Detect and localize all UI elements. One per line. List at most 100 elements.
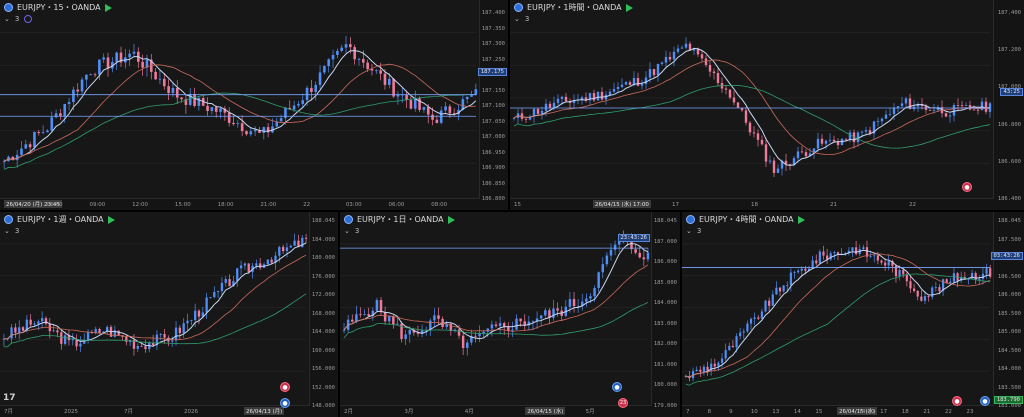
pane-header[interactable]: EURJPY・15・OANDA — [4, 2, 112, 13]
candle-body — [132, 340, 136, 349]
flag-icon[interactable] — [107, 215, 115, 224]
candle-body — [512, 117, 516, 119]
candle-body — [548, 103, 552, 108]
candle-body — [490, 324, 494, 329]
chart-pane-15min[interactable]: EURJPY・15・OANDA ⌄ 3 187.400 187.350 187.30… — [0, 0, 508, 210]
candle-body — [764, 300, 767, 312]
candle-body — [728, 345, 731, 351]
chart-pane-4h[interactable]: EURJPY・4時間・OANDA ⌄ 3 188.045187.500187.0… — [682, 212, 1024, 417]
pane-header[interactable]: EURJPY・4時間・OANDA — [686, 214, 805, 225]
candle-body — [988, 103, 992, 112]
chevron-down-icon[interactable]: ⌄ — [686, 227, 692, 235]
pane-header[interactable]: EURJPY・1時間・OANDA — [514, 2, 633, 13]
candle-body — [355, 314, 358, 322]
chevron-down-icon[interactable]: ⌄ — [514, 15, 520, 23]
time-axis[interactable]: 26/04/20 (月) 23:45 06:00 09:00 12:00 15:00 18… — [0, 198, 480, 210]
price-axis[interactable]: 187.400 187.200 187.000 186.800 186.600 186.4… — [993, 0, 1024, 210]
time-label: 3月 — [404, 409, 414, 415]
candle-body — [944, 113, 948, 117]
time-axis[interactable]: 7月 2025 7月 2026 26/04/13 (月) — [0, 405, 310, 417]
candle-body — [396, 323, 399, 325]
candle-body — [556, 308, 559, 311]
candle-body — [494, 324, 498, 327]
replay-button[interactable]: ● — [980, 396, 990, 406]
candle-body — [33, 131, 36, 148]
pane-header[interactable]: EURJPY・1日・OANDA — [344, 214, 455, 225]
candle-body — [927, 296, 930, 298]
chevron-down-icon[interactable]: ⌄ — [344, 227, 350, 235]
candle-body — [740, 107, 744, 111]
indicator-row[interactable]: ⌄ 3 — [514, 15, 529, 23]
candle-body — [976, 109, 980, 111]
candle-body — [872, 121, 876, 134]
candle-body — [323, 66, 326, 73]
candle-body — [797, 270, 800, 273]
chevron-down-icon[interactable]: ⌄ — [4, 227, 10, 235]
time-axis[interactable]: 7 8 9 10 13 14 15 26/04/15 (水) 14:00 17 18 21 22 23 — [682, 405, 994, 417]
alert-badge[interactable]: 23 — [618, 398, 628, 408]
candle-body — [453, 329, 457, 331]
indicator-row[interactable]: ⌄ 3 — [4, 15, 33, 23]
candle-body — [18, 327, 21, 333]
candle-body — [186, 320, 189, 324]
candle-body — [812, 148, 816, 154]
candle-body — [710, 363, 713, 371]
candle-body — [807, 268, 811, 271]
time-axis[interactable]: 15 26/04/15 (水) 17:00 17 18 21 22 — [510, 198, 994, 210]
candle-body — [735, 336, 738, 348]
price-label: 186.950 — [481, 149, 505, 156]
price-label: 186.500 — [997, 273, 1021, 280]
flag-icon[interactable] — [447, 215, 455, 224]
replay-button[interactable]: ● — [280, 398, 290, 408]
candle-body — [223, 108, 227, 113]
candle-body — [833, 252, 836, 254]
replay-button[interactable]: ● — [612, 382, 622, 392]
candle-body — [285, 247, 289, 252]
chart-pane-1w[interactable]: EURJPY・1週・OANDA ⌄ 3 188.045 184.000 180.00… — [0, 212, 338, 417]
alert-button[interactable]: ● — [280, 382, 290, 392]
candle-body — [206, 105, 209, 111]
chevron-down-icon[interactable]: ⌄ — [4, 15, 10, 23]
candle-body — [829, 253, 832, 260]
flag-icon[interactable] — [104, 3, 112, 12]
chart-pane-1h[interactable]: EURJPY・1時間・OANDA ⌄ 3 187.400 187.200 187.0… — [510, 0, 1024, 210]
eye-icon[interactable] — [24, 15, 33, 23]
candle-body — [905, 274, 908, 282]
flag-icon[interactable] — [625, 3, 633, 12]
candle-body — [696, 48, 700, 55]
time-label: 7月 — [124, 409, 133, 415]
candle-body — [327, 59, 331, 67]
time-label: 5月 — [585, 409, 595, 415]
candle-body — [531, 321, 535, 323]
chart-pane-1d[interactable]: EURJPY・1日・OANDA ⌄ 3 188.045 187.000 186.00… — [340, 212, 680, 417]
candle-body — [800, 268, 803, 271]
pane-header[interactable]: EURJPY・1週・OANDA — [4, 214, 115, 225]
candle-body — [746, 323, 749, 332]
alert-button[interactable]: ● — [952, 396, 962, 406]
candle-body — [520, 113, 524, 119]
candle-body — [757, 317, 760, 319]
time-label: 7 — [686, 409, 690, 415]
price-label: 187.000 — [998, 84, 1021, 90]
price-axis[interactable]: 188.045 187.000 186.000 185.000 184.000 183.0… — [651, 212, 680, 417]
alert-button[interactable]: ● — [962, 182, 972, 192]
candles-15min — [0, 32, 478, 170]
indicator-row[interactable]: ⌄ 3 — [4, 227, 19, 235]
candle-body — [564, 96, 568, 102]
indicator-row[interactable]: ⌄ 3 — [344, 227, 359, 235]
candle-body — [171, 87, 175, 94]
time-label: 17 — [880, 409, 888, 415]
price-axis[interactable]: 188.045187.500187.000186.500186.000185.5… — [993, 212, 1024, 417]
flag-icon[interactable] — [797, 215, 805, 224]
price-label: 186.000 — [997, 292, 1021, 298]
price-axis[interactable]: 187.400187.350187.300187.250187.200187.1… — [479, 0, 508, 210]
candle-body — [828, 139, 832, 141]
candle-body — [753, 317, 756, 319]
indicator-row[interactable]: ⌄ 3 — [686, 227, 701, 235]
moving-average-line — [3, 92, 476, 170]
moving-average-line — [513, 47, 991, 166]
price-label: 188.045 — [311, 218, 335, 224]
time-label: 26/04/15 (水) — [525, 407, 566, 415]
price-axis[interactable]: 188.045 184.000 180.000 176.000 172.000 168.0… — [309, 212, 338, 417]
time-axis[interactable]: 2月 3月 4月 26/04/15 (水) 5月 — [340, 405, 652, 417]
